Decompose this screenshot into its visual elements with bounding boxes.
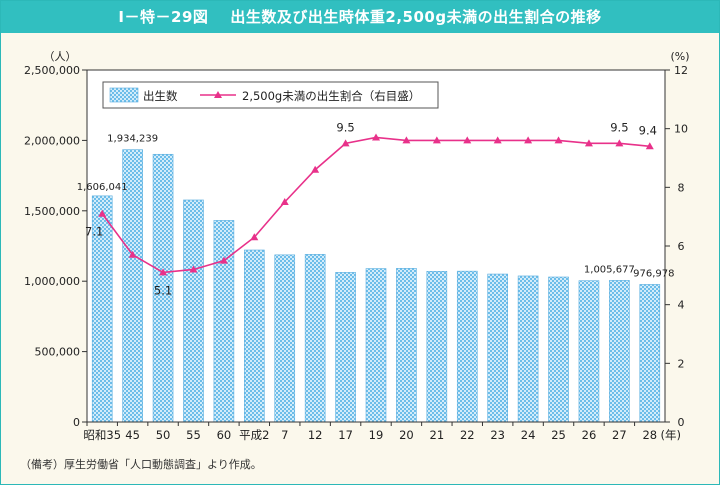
bar-data-label: 1,606,041 (77, 182, 128, 193)
line-marker (524, 136, 533, 144)
legend-bar-swatch (109, 87, 139, 103)
y-left-tick-label: 2,000,000 (24, 134, 80, 147)
y-left-tick-label: 1,000,000 (24, 275, 80, 288)
bar-births (213, 220, 235, 423)
bar-births (487, 273, 508, 423)
y-right-tick-label: 12 (674, 64, 688, 77)
x-tick-label: 平成2 (239, 428, 269, 442)
line-marker (219, 256, 228, 264)
chart-title: 出生数及び出生時体重2,500g未満の出生割合の推移 (230, 8, 602, 26)
bar-births (365, 268, 387, 423)
y-left-tick-label: 1,500,000 (24, 205, 80, 218)
x-tick-label: 45 (125, 428, 140, 442)
bar-births (456, 270, 478, 423)
x-tick-label: 22 (460, 428, 475, 442)
x-tick-label: 7 (281, 428, 288, 442)
x-tick-label: 17 (338, 428, 353, 442)
y-right-tick-label: 4 (678, 299, 685, 312)
line-marker (615, 139, 624, 147)
legend-box (102, 81, 439, 109)
line-data-label: 9.5 (336, 120, 354, 134)
y-right-unit: (%) (670, 50, 689, 63)
x-tick-label: 昭和35 (83, 428, 121, 442)
y-right-tick-label: 10 (674, 123, 688, 136)
x-tick-label: 26 (582, 428, 597, 442)
bar-data-label: 976,978 (633, 268, 674, 279)
line-marker (432, 136, 441, 144)
bar-births (396, 268, 417, 423)
y-left-tick-label: 2,500,000 (24, 64, 80, 77)
x-tick-label: 21 (430, 428, 445, 442)
legend-bar-label: 出生数 (143, 89, 178, 103)
line-marker (128, 250, 137, 258)
line-data-label: 7.1 (85, 225, 103, 239)
line-data-label: 9.5 (610, 120, 628, 134)
line-marker (554, 136, 563, 144)
x-tick-label: 50 (156, 428, 171, 442)
bar-births (335, 272, 356, 423)
x-tick-label: 19 (369, 428, 384, 442)
line-marker (341, 139, 350, 147)
line-marker (189, 265, 198, 273)
x-tick-label: 28 (642, 428, 657, 442)
bar-births (639, 284, 661, 423)
legend-line-marker (214, 91, 222, 98)
x-tick-label: 60 (217, 428, 232, 442)
x-tick-label: 23 (490, 428, 505, 442)
legend-line-label: 2,500g未満の出生割合（右目盛） (242, 89, 420, 103)
bar-births (244, 249, 265, 423)
line-marker (311, 165, 320, 173)
bar-data-label: 1,934,239 (107, 134, 158, 145)
bar-births (517, 275, 539, 423)
source-note: （備考）厚生労働省「人口動態調査」より作成。 (20, 458, 262, 471)
bar-births (274, 254, 296, 423)
y-left-unit: （人） (44, 50, 77, 63)
x-tick-label: 12 (308, 428, 323, 442)
line-marker (98, 209, 107, 217)
y-left-tick-label: 500,000 (35, 346, 81, 359)
y-right-tick-label: 6 (678, 240, 685, 253)
y-right-tick-label: 0 (678, 416, 685, 429)
y-left-tick-label: 0 (73, 416, 80, 429)
bar-births (426, 271, 448, 423)
title-bar: Ⅰ－特－29図 出生数及び出生時体重2,500g未満の出生割合の推移 (1, 1, 719, 33)
line-marker (372, 133, 380, 141)
y-right-tick-label: 2 (678, 357, 685, 370)
line-marker (280, 198, 289, 205)
line-marker (645, 142, 654, 150)
line-marker (584, 139, 593, 147)
line-marker (159, 268, 168, 276)
line-marker (250, 233, 259, 241)
x-tick-label: 55 (186, 428, 201, 442)
x-tick-label: 24 (521, 428, 536, 442)
x-tick-label: 25 (551, 428, 566, 442)
y-right-tick-label: 8 (678, 181, 685, 194)
line-data-label: 9.4 (639, 123, 657, 137)
bar-births (609, 280, 630, 423)
line-data-label: 5.1 (154, 283, 172, 297)
x-unit: (年) (661, 428, 681, 442)
x-tick-label: 20 (399, 428, 414, 442)
bar-data-label: 1,005,677 (584, 264, 635, 275)
bar-births (548, 276, 569, 423)
line-marker (493, 136, 502, 144)
bar-births (183, 199, 204, 423)
line-marker (463, 136, 472, 144)
line-marker (402, 136, 411, 144)
bar-births (578, 280, 600, 423)
bar-births (304, 254, 326, 423)
x-tick-label: 27 (612, 428, 627, 442)
figure-number: Ⅰ－特－29図 (118, 8, 209, 26)
